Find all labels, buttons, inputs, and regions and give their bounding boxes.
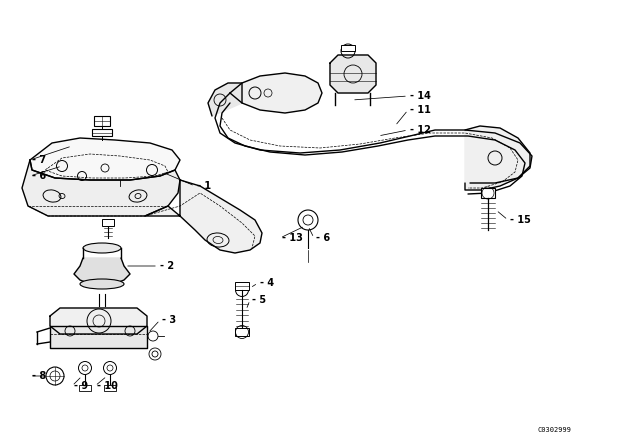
Bar [235, 281, 249, 289]
Bar [94, 116, 110, 126]
Bar [235, 328, 249, 336]
Polygon shape [330, 55, 376, 93]
Text: - 2: - 2 [160, 261, 174, 271]
Text: - 6: - 6 [32, 171, 46, 181]
Text: - 11: - 11 [410, 105, 431, 115]
Polygon shape [465, 126, 530, 190]
Polygon shape [230, 73, 322, 113]
Text: - 15: - 15 [510, 215, 531, 225]
Bar [104, 385, 116, 391]
Text: - 6: - 6 [316, 233, 330, 243]
Bar [102, 219, 114, 226]
Text: - 13: - 13 [282, 233, 303, 243]
Text: - 14: - 14 [410, 91, 431, 101]
Ellipse shape [83, 243, 121, 253]
Bar [341, 45, 355, 51]
Text: - 10: - 10 [97, 381, 118, 391]
Polygon shape [208, 83, 242, 116]
Text: - 8: - 8 [32, 371, 46, 381]
Polygon shape [145, 180, 262, 253]
Text: - 9: - 9 [74, 381, 88, 391]
Text: - 5: - 5 [252, 295, 266, 305]
Text: - 7: - 7 [32, 155, 46, 165]
Polygon shape [22, 160, 180, 216]
Ellipse shape [80, 279, 124, 289]
Text: - 1: - 1 [197, 181, 211, 191]
Text: - 4: - 4 [260, 278, 274, 288]
Polygon shape [50, 326, 147, 348]
Bar [481, 188, 495, 198]
Text: - 12: - 12 [410, 125, 431, 135]
Polygon shape [50, 308, 147, 334]
Bar [79, 385, 91, 391]
Bar [92, 129, 112, 136]
Text: - 3: - 3 [162, 315, 176, 325]
Polygon shape [74, 258, 130, 284]
Text: C0302999: C0302999 [538, 427, 572, 433]
Polygon shape [30, 138, 180, 180]
